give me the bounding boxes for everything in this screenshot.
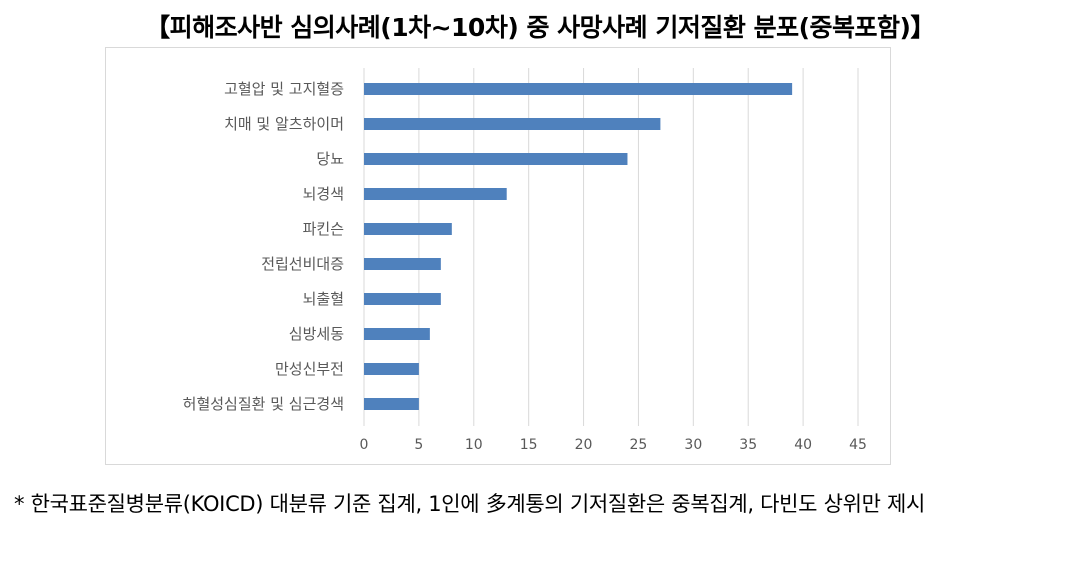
bar [364, 293, 441, 305]
category-label: 심방세동 [289, 325, 344, 343]
bar [364, 153, 628, 165]
bar [364, 223, 452, 235]
bar [364, 398, 419, 410]
category-label: 뇌경색 [303, 185, 344, 203]
page-title: 【피해조사반 심의사례(1차~10차) 중 사망사례 기저질환 분포(중복포함)… [145, 13, 935, 42]
bar [364, 258, 441, 270]
category-label: 당뇨 [316, 150, 344, 168]
x-tick-label: 25 [630, 437, 648, 453]
x-tick-label: 10 [465, 437, 483, 453]
bar [364, 328, 430, 340]
x-tick-label: 40 [794, 437, 812, 453]
category-label: 뇌출혈 [303, 290, 344, 308]
category-label: 파킨슨 [303, 220, 344, 238]
x-tick-label: 30 [684, 437, 702, 453]
bar [364, 188, 507, 200]
x-tick-label: 20 [575, 437, 593, 453]
category-label: 허혈성심질환 및 심근경색 [183, 395, 344, 413]
x-tick-label: 45 [849, 437, 867, 453]
category-label: 전립선비대증 [261, 255, 344, 273]
bar [364, 83, 793, 95]
footnote: * 한국표준질병분류(KOICD) 대분류 기준 집계, 1인에 多계통의 기저… [14, 492, 926, 516]
x-tick-labels: 0 5 10 15 20 25 30 35 40 45 [360, 437, 867, 453]
category-label: 치매 및 알츠하이머 [224, 115, 344, 133]
x-tick-label: 15 [520, 437, 538, 453]
x-tick-label: 35 [739, 437, 757, 453]
x-tick-label: 5 [414, 437, 423, 453]
bar [364, 118, 661, 130]
bar [364, 363, 419, 375]
category-label: 고혈압 및 고지혈증 [224, 80, 344, 98]
bars [364, 83, 793, 410]
x-tick-label: 0 [360, 437, 369, 453]
category-label: 만성신부전 [275, 360, 344, 378]
